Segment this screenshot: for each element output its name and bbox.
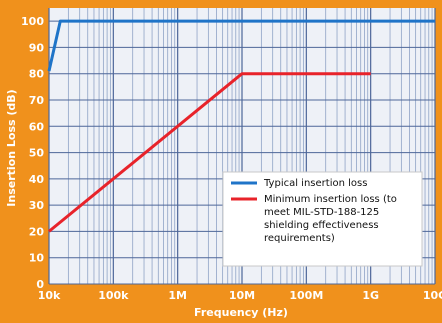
y-tick-label: 20 bbox=[29, 225, 45, 238]
x-tick-label: 10k bbox=[38, 289, 61, 302]
legend-label-1: Typical insertion loss bbox=[263, 178, 367, 189]
y-axis-title: Insertion Loss (dB) bbox=[5, 89, 18, 206]
legend-label-2: requirements) bbox=[264, 233, 335, 244]
series-line-1 bbox=[47, 19, 435, 72]
x-tick-label: 10M bbox=[229, 289, 255, 302]
x-tick-label: 100M bbox=[289, 289, 323, 302]
y-tick-label: 40 bbox=[29, 173, 45, 186]
series-line-2 bbox=[48, 72, 371, 233]
x-tick-label: 100k bbox=[98, 289, 129, 302]
y-tick-label: 70 bbox=[29, 94, 45, 107]
y-tick-label: 100 bbox=[21, 15, 44, 28]
x-tick-label: 1M bbox=[168, 289, 187, 302]
tick-labels: 10k 100k 1M 10M 100M 1G 10G 0 10 20 30 40 50 60 70 80 90… bbox=[21, 15, 442, 302]
y-tick-label: 0 bbox=[36, 278, 44, 291]
y-tick-label: 10 bbox=[29, 252, 45, 265]
series-lines bbox=[47, 19, 435, 233]
legend-label-2: shielding effectiveness bbox=[264, 220, 379, 231]
x-tick-label: 10G bbox=[423, 289, 442, 302]
y-tick-label: 60 bbox=[29, 120, 45, 133]
legend: Typical insertion loss Minimum insertion … bbox=[222, 171, 423, 267]
legend-label-2: meet MIL-STD-188-125 bbox=[264, 207, 379, 218]
y-tick-label: 90 bbox=[29, 41, 45, 54]
y-tick-label: 50 bbox=[29, 147, 45, 160]
x-axis-title: Frequency (Hz) bbox=[194, 306, 288, 319]
legend-box bbox=[222, 171, 423, 267]
y-tick-label: 80 bbox=[29, 68, 45, 81]
legend-label-2: Minimum insertion loss (to bbox=[264, 194, 397, 205]
y-tick-label: 30 bbox=[29, 199, 45, 212]
x-tick-label: 1G bbox=[362, 289, 379, 302]
